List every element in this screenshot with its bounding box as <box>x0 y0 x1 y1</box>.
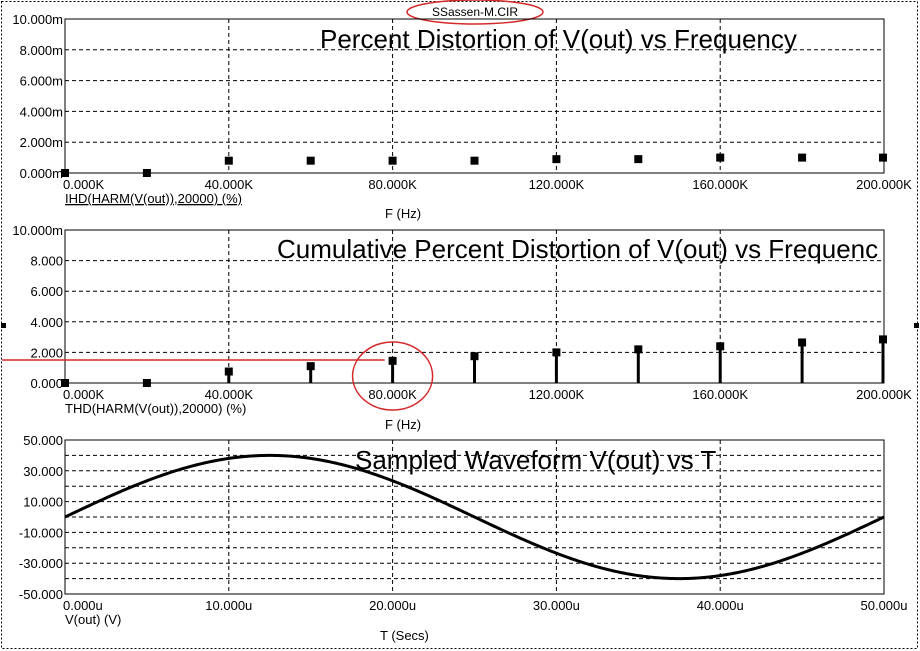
data-point <box>552 348 561 357</box>
x-tick-label: 160.000K <box>692 387 748 402</box>
data-point <box>306 362 315 371</box>
data-point <box>798 338 807 347</box>
x-tick-label: 200.000K <box>856 387 912 402</box>
resize-handle[interactable] <box>1 323 6 328</box>
data-point <box>61 379 69 387</box>
x-tick-labels: 0.000K 40.000K 80.000K 120.000K 160.000K 200.… <box>63 387 912 402</box>
plot-cumulative-distortion: 0.000 2.000 4.000 6.000 8.000 10.000m 0.000K 4… <box>2 223 912 432</box>
y-tick-label: 8.000 <box>30 254 63 269</box>
y-tick-label: 4.000 <box>30 315 63 330</box>
trace-label[interactable]: IHD(HARM(V(out)),20000) (%) <box>65 191 242 206</box>
plot-percent-distortion: 0.000m 2.000m 4.000m 6.000m 8.000m 10.000m 0.… <box>12 12 912 221</box>
y-tick-labels: 50.000 30.000 10.000 -10.000 -30.000 -50.000 <box>19 433 63 602</box>
x-axis-label: F (Hz) <box>385 417 421 432</box>
grid <box>64 439 885 595</box>
plot-frame <box>64 18 885 174</box>
y-tick-labels: 0.000 2.000 4.000 6.000 8.000 10.000m <box>12 223 63 391</box>
chart-title: Cumulative Percent Distortion of V(out) … <box>277 234 878 264</box>
y-tick-label: 2.000 <box>30 345 63 360</box>
resize-handle[interactable] <box>914 323 919 328</box>
x-tick-label: 0.000K <box>63 387 105 402</box>
data-point <box>470 352 479 361</box>
y-tick-label: 8.000m <box>20 43 63 58</box>
data-point <box>306 156 315 165</box>
x-tick-label: 40.000u <box>697 598 744 613</box>
x-tick-label: 20.000u <box>369 598 416 613</box>
x-tick-label: 30.000u <box>533 598 580 613</box>
x-tick-label: 80.000K <box>368 387 417 402</box>
y-tick-label: 30.000 <box>23 464 63 479</box>
y-tick-label: 10.000m <box>12 223 63 238</box>
grid <box>64 18 885 174</box>
y-tick-labels: 0.000m 2.000m 4.000m 6.000m 8.000m 10.000m <box>12 12 63 181</box>
x-axis-label: T (Secs) <box>380 628 429 643</box>
highlight-circle <box>351 341 434 411</box>
data-point <box>634 345 643 354</box>
series-line <box>64 453 885 581</box>
x-tick-label: 0.000K <box>63 177 105 192</box>
y-tick-label: 0.000 <box>30 376 63 391</box>
x-tick-label: 120.000K <box>529 177 585 192</box>
data-point <box>634 155 643 164</box>
chart-title: Percent Distortion of V(out) vs Frequenc… <box>320 24 797 54</box>
data-point <box>142 379 151 387</box>
y-tick-label: 4.000m <box>20 104 63 119</box>
x-tick-label: 50.000u <box>861 598 908 613</box>
x-tick-label: 200.000K <box>856 177 912 192</box>
x-tick-labels: 0.000u 10.000u 20.000u 30.000u 40.000u 50.000… <box>63 598 908 613</box>
data-point <box>142 169 151 177</box>
y-tick-label: -30.000 <box>19 556 63 571</box>
x-tick-label: 0.000u <box>63 598 103 613</box>
y-tick-label: -10.000 <box>19 525 63 540</box>
data-point <box>798 153 807 162</box>
file-title-highlight <box>406 0 544 25</box>
y-tick-label: 2.000m <box>20 135 63 150</box>
y-tick-label: 0.000m <box>20 166 63 181</box>
y-tick-label: 10.000m <box>12 12 63 27</box>
x-tick-label: 120.000K <box>529 387 585 402</box>
x-tick-label: 10.000u <box>205 598 252 613</box>
marks <box>64 453 885 581</box>
marks <box>2 335 887 411</box>
y-tick-label: 10.000 <box>23 495 63 510</box>
y-tick-label: 50.000 <box>23 433 63 448</box>
x-tick-label: 80.000K <box>368 177 417 192</box>
data-point <box>388 356 397 365</box>
y-tick-label: 6.000m <box>20 74 63 89</box>
data-point <box>552 155 561 164</box>
x-tick-label: 160.000K <box>692 177 748 192</box>
trace-label[interactable]: V(out) (V) <box>65 612 121 627</box>
x-tick-label: 40.000K <box>205 387 254 402</box>
data-point <box>879 335 887 344</box>
y-tick-label: -50.000 <box>19 587 63 602</box>
file-title: SSassen-M.CIR <box>432 5 518 19</box>
data-point <box>716 342 725 351</box>
data-point <box>388 156 397 165</box>
plot-sampled-waveform: 50.00030.00010.000-10.000-30.000-50.000 … <box>19 433 908 643</box>
x-axis-label: F (Hz) <box>385 206 421 221</box>
y-tick-label: 6.000 <box>30 284 63 299</box>
chart-title: Sampled Waveform V(out) vs T <box>355 445 716 475</box>
x-tick-label: 40.000K <box>205 177 254 192</box>
data-point <box>224 156 233 165</box>
data-point <box>470 156 479 165</box>
data-point <box>879 153 887 162</box>
trace-label[interactable]: THD(HARM(V(out)),20000) (%) <box>65 401 246 416</box>
data-point <box>61 169 69 177</box>
x-tick-labels: 0.000K 40.000K 80.000K 120.000K 160.000K 200.… <box>63 177 912 192</box>
marks <box>61 153 887 177</box>
data-point <box>716 153 725 162</box>
data-point <box>224 367 233 376</box>
